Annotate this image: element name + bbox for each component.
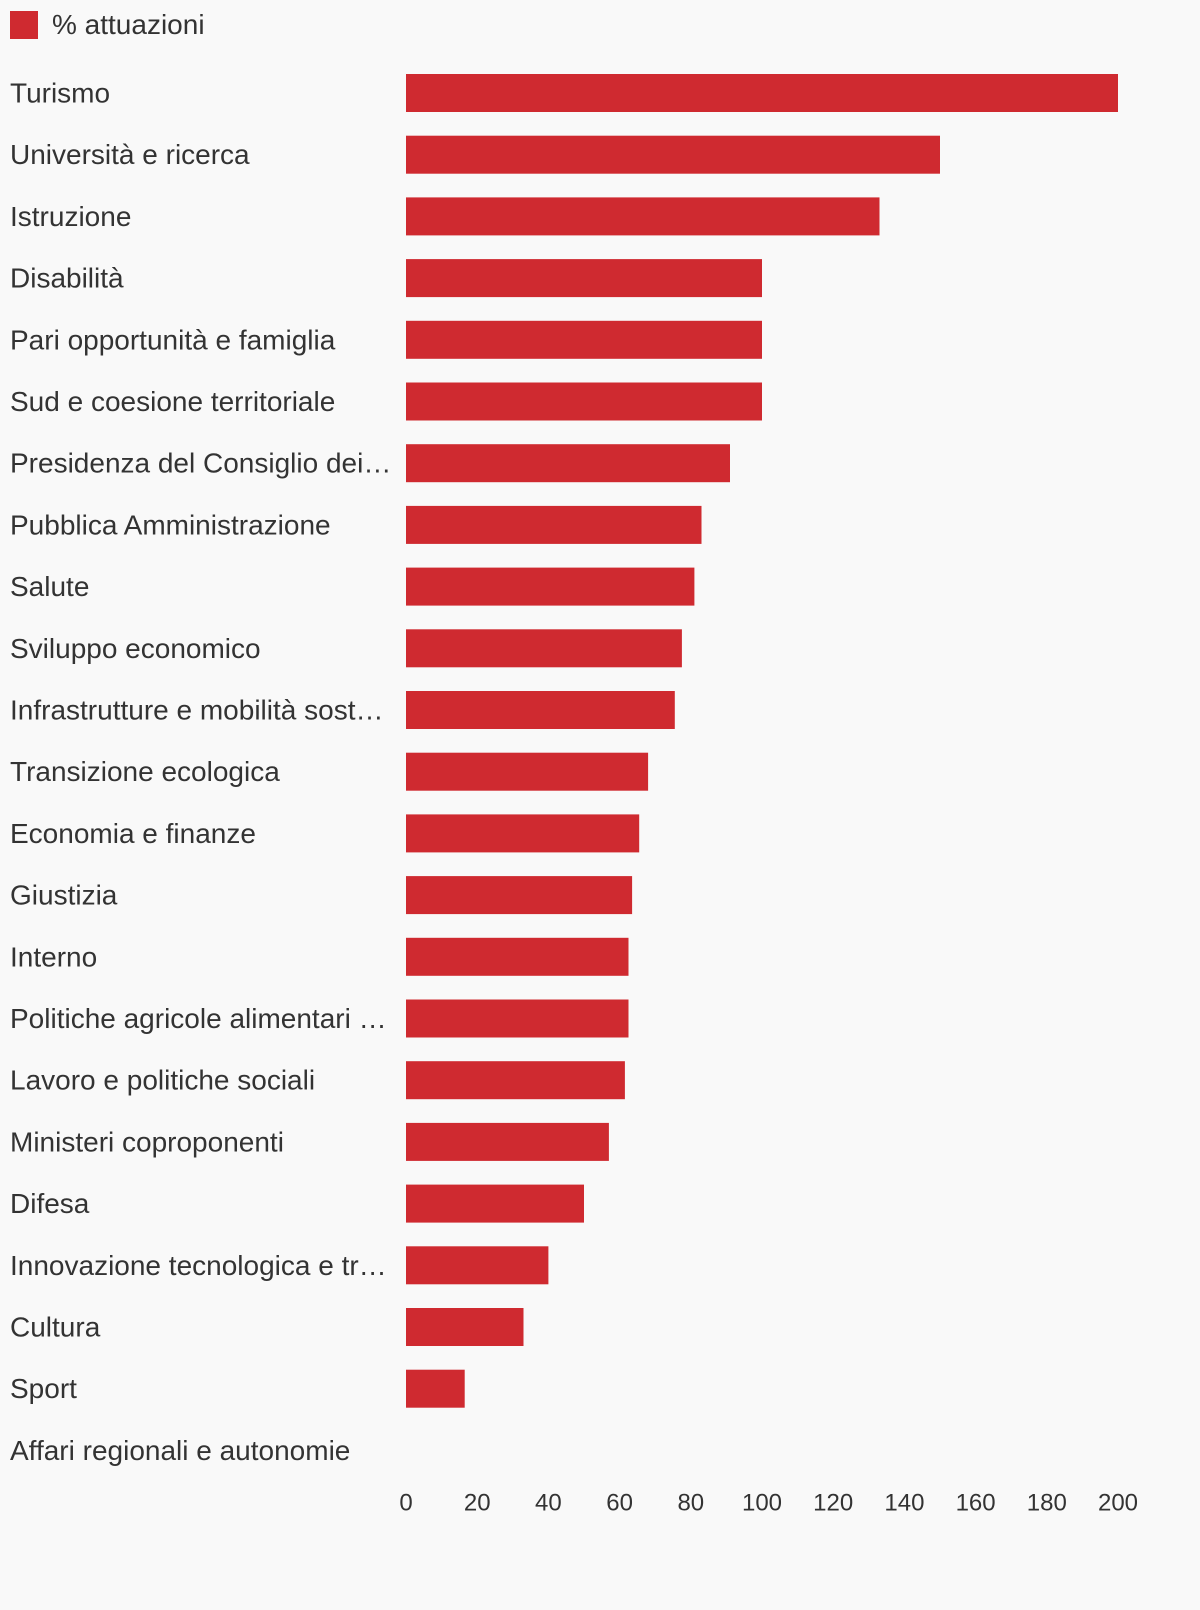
category-label: Disabilità — [10, 263, 124, 294]
category-label: Turismo — [10, 78, 110, 109]
category-label: Sud e coesione territoriale — [10, 386, 335, 417]
category-label: Pari opportunità e famiglia — [10, 324, 336, 355]
bar — [406, 814, 640, 853]
category-label: Interno — [10, 941, 97, 972]
legend-swatch — [10, 11, 38, 39]
bar — [406, 505, 702, 544]
category-label: Transizione ecologica — [10, 756, 280, 787]
category-label: Cultura — [10, 1312, 101, 1343]
x-tick-label: 200 — [1098, 1490, 1138, 1517]
category-label: Pubblica Amministrazione — [10, 509, 331, 540]
category-label: Lavoro e politiche sociali — [10, 1065, 315, 1096]
x-tick-label: 60 — [606, 1490, 633, 1517]
category-label: Innovazione tecnologica e tr… — [10, 1250, 387, 1281]
category-label: Politiche agricole alimentari … — [10, 1003, 387, 1034]
bar — [406, 999, 629, 1038]
category-label: Ministeri coproponenti — [10, 1126, 284, 1157]
category-label: Sport — [10, 1373, 77, 1404]
category-label: Economia e finanze — [10, 818, 256, 849]
bar — [406, 752, 649, 791]
bar — [406, 567, 695, 606]
bar — [406, 876, 633, 915]
category-label: Sviluppo economico — [10, 633, 261, 664]
x-tick-label: 0 — [399, 1490, 412, 1517]
bar — [406, 1184, 584, 1223]
bar — [406, 1061, 625, 1100]
x-tick-label: 140 — [884, 1490, 924, 1517]
bar — [406, 320, 762, 359]
bar — [406, 382, 762, 421]
category-label: Presidenza del Consiglio dei… — [10, 448, 391, 479]
category-label: Giustizia — [10, 880, 118, 911]
bar — [406, 629, 682, 668]
bar — [406, 197, 880, 236]
category-label: Istruzione — [10, 201, 131, 232]
bar — [406, 1246, 549, 1285]
category-label: Università e ricerca — [10, 139, 250, 170]
bar — [406, 1122, 609, 1161]
category-label: Salute — [10, 571, 89, 602]
category-label: Difesa — [10, 1188, 90, 1219]
x-tick-label: 120 — [813, 1490, 853, 1517]
bar — [406, 135, 940, 174]
category-label: Infrastrutture e mobilità sost… — [10, 695, 383, 726]
x-tick-label: 40 — [535, 1490, 562, 1517]
chart-legend: % attuazioni — [10, 10, 205, 40]
bar — [406, 444, 730, 483]
x-tick-label: 180 — [1027, 1490, 1067, 1517]
category-label: Affari regionali e autonomie — [10, 1435, 350, 1466]
x-tick-label: 100 — [742, 1490, 782, 1517]
bar — [406, 1308, 524, 1346]
bar — [406, 74, 1118, 112]
legend-label: % attuazioni — [52, 9, 205, 40]
bar — [406, 691, 675, 729]
x-tick-label: 80 — [677, 1490, 704, 1517]
bar — [406, 259, 762, 298]
bar — [406, 937, 629, 976]
bar — [406, 1369, 465, 1408]
x-tick-label: 20 — [464, 1490, 491, 1517]
x-tick-label: 160 — [956, 1490, 996, 1517]
